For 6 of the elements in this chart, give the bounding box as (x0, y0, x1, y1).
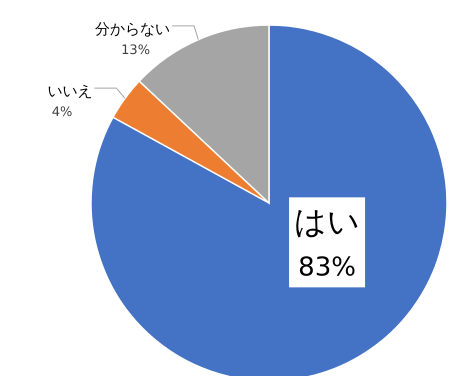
slice-label: いいえ (47, 82, 92, 100)
slice-label: はい (294, 202, 360, 240)
slice-label: 分からない (95, 20, 170, 38)
data-label: 83% (298, 252, 356, 282)
data-label: 13% (121, 42, 150, 58)
data-label: 4% (52, 105, 72, 120)
